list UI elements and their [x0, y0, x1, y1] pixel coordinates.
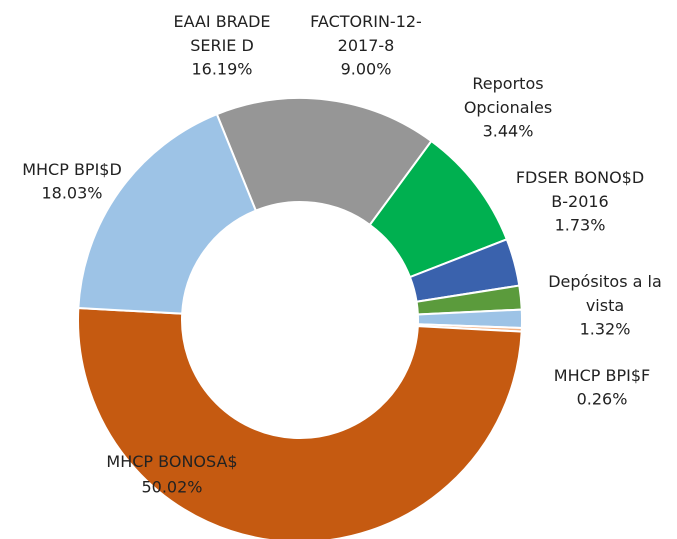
value-label: 1.73% — [555, 216, 606, 235]
value-label: 18.03% — [41, 184, 102, 203]
value-label: 1.32% — [580, 320, 631, 339]
category-label: EAAI BRADE SERIE D — [173, 12, 270, 55]
value-label: 16.19% — [191, 60, 252, 79]
value-label: 9.00% — [341, 60, 392, 79]
value-label: 0.26% — [577, 390, 628, 409]
category-label: MHCP BONOSA$ — [106, 452, 237, 471]
category-label: MHCP BPI$D — [22, 160, 122, 179]
donut-slice — [215, 97, 433, 227]
value-label: 50.02% — [141, 478, 202, 497]
category-label: Depósitos a la vista — [548, 272, 662, 315]
donut-slice — [77, 306, 523, 539]
category-label: FDSER BONO$D B-2016 — [516, 168, 644, 211]
category-label: Reportos Opcionales — [464, 74, 552, 117]
category-label: MHCP BPI$F — [554, 366, 650, 385]
value-label: 3.44% — [483, 122, 534, 141]
donut-slice — [77, 112, 258, 315]
category-label: FACTORIN-12-2017-8 — [310, 12, 422, 55]
